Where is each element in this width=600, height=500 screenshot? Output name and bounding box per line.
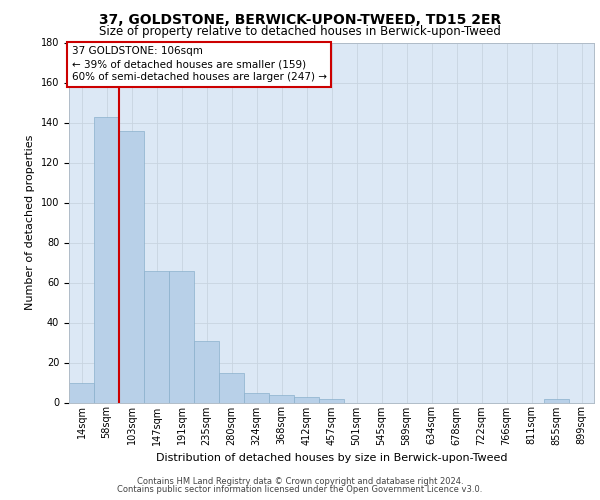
Bar [544, 398, 569, 402]
Text: 37, GOLDSTONE, BERWICK-UPON-TWEED, TD15 2ER: 37, GOLDSTONE, BERWICK-UPON-TWEED, TD15 … [99, 12, 501, 26]
Bar [119, 130, 144, 402]
Bar [169, 270, 194, 402]
Bar [269, 394, 294, 402]
Bar [219, 372, 244, 402]
Text: Contains public sector information licensed under the Open Government Licence v3: Contains public sector information licen… [118, 485, 482, 494]
Bar [194, 340, 219, 402]
Bar [319, 398, 344, 402]
Text: Size of property relative to detached houses in Berwick-upon-Tweed: Size of property relative to detached ho… [99, 25, 501, 38]
Bar [244, 392, 269, 402]
Text: Contains HM Land Registry data © Crown copyright and database right 2024.: Contains HM Land Registry data © Crown c… [137, 477, 463, 486]
Bar [294, 396, 319, 402]
X-axis label: Distribution of detached houses by size in Berwick-upon-Tweed: Distribution of detached houses by size … [156, 453, 507, 463]
Bar [94, 116, 119, 403]
Text: 37 GOLDSTONE: 106sqm
← 39% of detached houses are smaller (159)
60% of semi-deta: 37 GOLDSTONE: 106sqm ← 39% of detached h… [71, 46, 326, 82]
Bar [69, 382, 94, 402]
Bar [144, 270, 169, 402]
Y-axis label: Number of detached properties: Number of detached properties [25, 135, 35, 310]
